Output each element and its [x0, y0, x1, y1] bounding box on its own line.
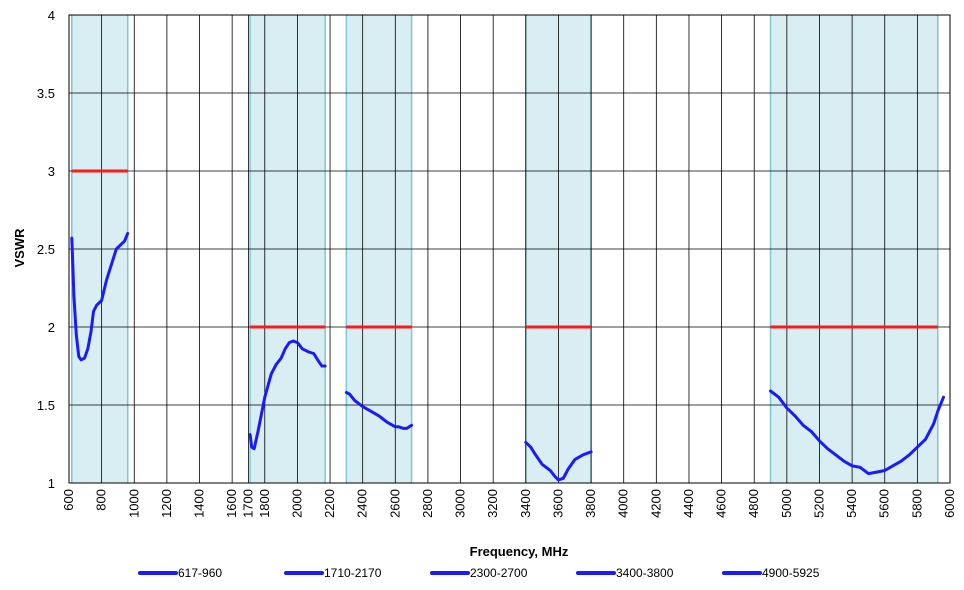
y-tick-labels: 1 1.5 2 2.5 3 3.5 4	[37, 8, 55, 491]
x-tick-label-18: 4000	[616, 489, 631, 518]
x-tick-label-28: 6000	[942, 489, 957, 518]
x-tick-label-11: 2600	[387, 489, 402, 518]
y-axis-title: VSWR	[12, 228, 27, 268]
x-tick-label-26: 5600	[877, 489, 892, 518]
y-tick-label-0: 1	[48, 476, 55, 491]
y-tick-label-2: 2	[48, 320, 55, 335]
series-lines-group	[70, 231, 945, 482]
x-tick-label-8: 2000	[289, 489, 304, 518]
x-tick-label-5: 1600	[224, 489, 239, 518]
legend-label-2300-2700: 2300-2700	[470, 566, 528, 580]
y-tick-label-4: 3	[48, 164, 55, 179]
x-axis-title: Frequency, MHz	[470, 544, 569, 559]
x-tick-label-24: 5200	[812, 489, 827, 518]
x-tick-label-23: 5000	[779, 489, 794, 518]
x-tick-label-6: 1700	[241, 489, 256, 518]
x-tick-label-20: 4400	[681, 489, 696, 518]
x-tick-label-9: 2200	[322, 489, 337, 518]
limit-lines-group	[71, 169, 938, 329]
series-line-617-960	[70, 231, 130, 362]
series-line-4900-5925	[769, 389, 945, 476]
y-tick-label-5: 3.5	[37, 86, 55, 101]
x-tick-label-19: 4200	[648, 489, 663, 518]
x-tick-label-12: 2800	[420, 489, 435, 518]
series-line-1710-2170	[248, 339, 327, 451]
x-tick-labels: 600 800 1000 1200 1400 1600 1700 1800 2000 2200 24…	[61, 489, 957, 518]
x-tick-label-2: 1000	[126, 489, 141, 518]
legend-label-1710-2170: 1710-2170	[324, 566, 382, 580]
legend-label-617-960: 617-960	[178, 566, 222, 580]
x-tick-label-1: 800	[94, 489, 109, 511]
x-tick-label-17: 3800	[583, 489, 598, 518]
x-tick-label-4: 1400	[192, 489, 207, 518]
x-tick-label-16: 3600	[550, 489, 565, 518]
x-tick-label-13: 3000	[453, 489, 468, 518]
x-tick-label-10: 2400	[355, 489, 370, 518]
x-tick-label-22: 4800	[746, 489, 761, 518]
series-line-3400-3800	[524, 440, 593, 482]
series-line-2300-2700	[344, 391, 414, 430]
y-tick-label-6: 4	[48, 8, 55, 23]
x-tick-label-14: 3200	[485, 489, 500, 518]
x-tick-label-21: 4600	[714, 489, 729, 518]
legend-label-4900-5925: 4900-5925	[762, 566, 820, 580]
x-tick-label-0: 600	[61, 489, 76, 511]
x-tick-label-3: 1200	[159, 489, 174, 518]
plot-frame	[68, 14, 951, 484]
x-tick-label-7: 1800	[257, 489, 272, 518]
y-tick-label-1: 1.5	[37, 398, 55, 413]
legend-label-3400-3800: 3400-3800	[616, 566, 674, 580]
x-tick-label-15: 3400	[518, 489, 533, 518]
x-tick-label-27: 5800	[909, 489, 924, 518]
legend: 617-960 1710-2170 2300-2700 3400-3800 4900-5…	[138, 566, 820, 580]
x-tick-label-25: 5400	[844, 489, 859, 518]
y-tick-label-3: 2.5	[37, 242, 55, 257]
